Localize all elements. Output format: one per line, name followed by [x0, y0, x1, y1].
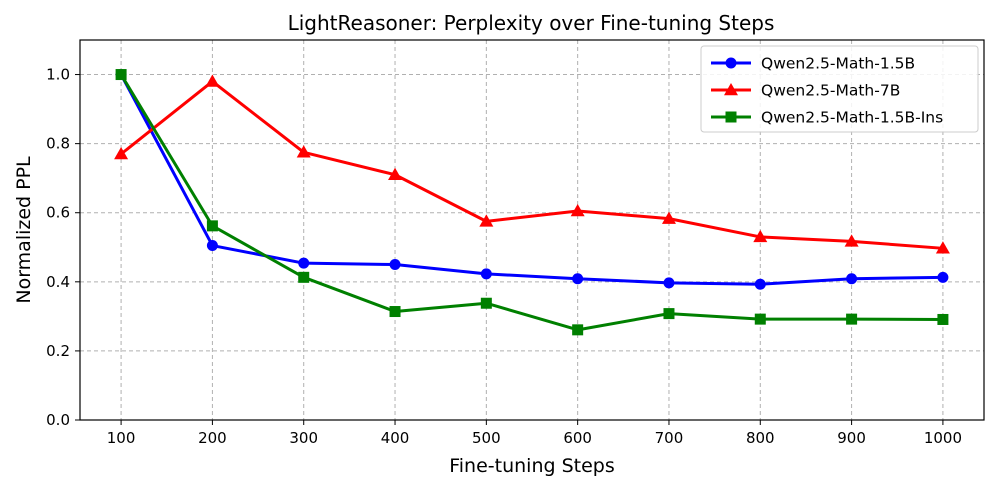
x-tick-label: 500: [472, 429, 501, 447]
data-point: [844, 234, 859, 247]
x-tick-label: 1000: [924, 429, 962, 447]
x-tick-label: 900: [837, 429, 866, 447]
data-point: [572, 324, 584, 336]
x-tick-label: 100: [107, 429, 136, 447]
legend-label: Qwen2.5-Math-1.5B: [761, 55, 915, 73]
x-tick-label: 700: [655, 429, 684, 447]
y-tick-label: 1.0: [46, 66, 70, 84]
y-tick-label: 0.2: [46, 342, 70, 360]
y-tick-label: 0.4: [46, 273, 70, 291]
series-layer: [114, 69, 950, 336]
data-point: [296, 145, 311, 158]
legend-label: Qwen2.5-Math-7B: [761, 82, 900, 100]
series-line: [120, 79, 944, 250]
x-tick-label: 600: [563, 429, 592, 447]
legend-item: Qwen2.5-Math-7B: [711, 82, 900, 100]
data-point: [572, 273, 584, 285]
series-line: [119, 73, 943, 286]
axis-ticks: 100 200 300 400 500 600 700 800 900 1000 0.0 0.2 0.4…: [46, 66, 962, 447]
legend-marker: [724, 83, 738, 96]
data-point: [753, 229, 768, 243]
data-point: [206, 220, 218, 232]
plot-area-frame: [79, 39, 985, 421]
data-point: [206, 240, 218, 252]
data-point: [205, 74, 220, 87]
data-point: [663, 277, 675, 289]
data-point: [754, 313, 766, 325]
x-tick-label: 800: [746, 429, 775, 447]
data-point: [846, 273, 858, 285]
x-tick-label: 400: [381, 429, 410, 447]
legend-box: [700, 45, 979, 133]
data-point: [846, 313, 858, 325]
data-point: [661, 211, 676, 224]
legend: Qwen2.5-Math-1.5B Qwen2.5-Math-7B Qwen2.5-…: [700, 45, 979, 133]
data-point: [935, 241, 950, 254]
legend-item: Qwen2.5-Math-1.5B-Ins: [711, 109, 943, 127]
data-point: [754, 278, 766, 290]
data-point: [937, 271, 949, 283]
data-point: [388, 167, 403, 180]
data-point: [115, 69, 127, 81]
chart-title: LightReasoner: Perplexity over Fine-tuni…: [288, 11, 775, 35]
x-tick-label: 300: [289, 429, 318, 447]
legend-marker: [725, 57, 737, 69]
x-tick-label: 200: [198, 429, 227, 447]
series-0: [115, 69, 949, 290]
data-point: [298, 271, 310, 283]
legend-item: Qwen2.5-Math-1.5B: [711, 55, 915, 73]
data-point: [479, 214, 494, 227]
data-point: [389, 259, 401, 271]
y-tick-label: 0.6: [46, 204, 70, 222]
legend-label: Qwen2.5-Math-1.5B-Ins: [761, 109, 943, 127]
series-1: [114, 74, 950, 254]
series-line: [119, 73, 943, 332]
legend-marker: [725, 111, 737, 123]
data-point: [114, 147, 129, 160]
y-tick-label: 0.8: [46, 135, 70, 153]
y-axis-label: Normalized PPL: [13, 156, 35, 304]
series-2: [115, 69, 949, 336]
data-point: [663, 308, 675, 320]
data-point: [389, 306, 401, 318]
data-point: [480, 297, 492, 309]
data-point: [937, 313, 949, 325]
x-axis-label: Fine-tuning Steps: [449, 455, 615, 477]
data-point: [570, 204, 585, 217]
y-tick-label: 0.0: [46, 411, 70, 429]
data-point: [480, 268, 492, 280]
data-point: [298, 257, 310, 269]
